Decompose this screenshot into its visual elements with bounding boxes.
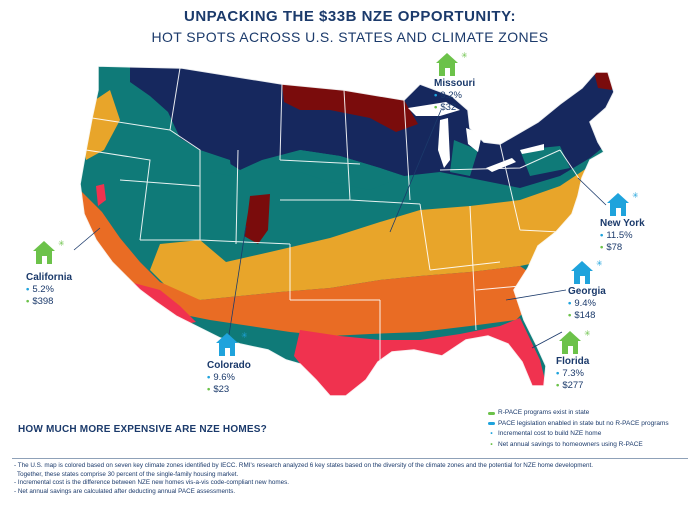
zone-hot-southwest [130,282,196,326]
zone-hot-california-coast [96,184,106,206]
great-lakes [408,102,544,172]
legend-item-incremental: • Incremental cost to build NZE home [488,429,669,440]
zone-cold-lakes [450,140,478,176]
house-icon-green: ✳ [33,239,64,264]
callout-new-york: New York • 11.5% • $78 [600,218,645,253]
green-dot-icon: • [490,440,493,448]
state-name: Colorado [207,360,251,371]
incremental-cost-value: 9.6% [213,372,235,383]
annual-savings-value: $78 [606,242,623,253]
zone-subarctic-north [282,84,418,132]
climate-zones [80,66,614,396]
zone-cold-northeast [520,146,570,176]
house-icon-blue: ✳ [571,259,602,284]
state-name: New York [600,218,645,229]
blue-dot-icon: • [490,430,493,437]
legend-label: Incremental cost to build NZE home [498,430,602,437]
callout-california: California • 5.2% • $398 [26,272,73,307]
zone-cold-plains [300,150,404,190]
legend-item-savings: • Net annual savings to homeowners using… [488,440,669,451]
annual-savings-value: $32 [440,102,457,113]
page-subtitle: HOT SPOTS ACROSS U.S. STATES AND CLIMATE… [151,29,549,45]
green-swatch-icon [488,411,495,415]
annual-savings-value: $398 [32,296,54,307]
footnote: Together, these states comprise 30 perce… [17,470,239,478]
leader-colorado [228,225,247,336]
incremental-cost-value: 9.2% [440,90,462,101]
zone-warm [80,190,540,336]
legend-label: R-PACE programs exist in state [498,409,590,416]
leader-new-york [577,177,607,206]
footnotes: - The U.S. map is colored based on seven… [14,462,686,496]
state-name: Georgia [568,286,606,297]
blue-swatch-icon [488,422,495,426]
incremental-cost-value: 11.5% [606,230,633,241]
zone-mixed [150,166,610,300]
divider [12,458,688,459]
lake-superior [408,102,460,116]
incremental-cost-value: 7.3% [562,368,584,379]
svg-text:✳: ✳ [461,51,467,60]
zone-subarctic-maine [594,72,612,90]
lake-huron [466,128,482,152]
zone-subarctic-colorado [244,194,270,244]
legend-label: Net annual savings to homeowners using R… [498,440,643,448]
svg-text:✳: ✳ [58,239,64,248]
annual-savings-value: $23 [213,384,230,395]
annual-savings-value: $148 [574,310,596,321]
callout-colorado: Colorado • 9.6% • $23 [207,360,251,395]
svg-text:✳: ✳ [632,191,638,200]
footnote: - Incremental cost is the difference bet… [14,479,289,487]
leader-florida [531,331,563,349]
svg-text:✳: ✳ [584,329,590,338]
lake-michigan [438,118,450,168]
incremental-cost-value: 9.4% [574,298,596,309]
legend: R-PACE programs exist in state PACE legi… [488,408,669,450]
legend-item-r-pace: R-PACE programs exist in state [488,408,669,419]
zone-cold-pocket [200,150,232,176]
house-icon-green: ✳ [436,51,467,76]
house-icon-green: ✳ [559,329,590,354]
page-title: UNPACKING THE $33B NZE OPPORTUNITY: [184,8,516,25]
footnote: - The U.S. map is colored based on seven… [14,462,593,469]
leader-georgia [505,289,567,301]
lake-ontario [520,144,544,154]
section-heading: HOW MUCH MORE EXPENSIVE ARE NZE HOMES? [18,424,267,435]
leader-lines [73,109,607,349]
svg-text:✳: ✳ [596,259,602,268]
lake-erie [486,158,516,172]
callout-florida: Florida • 7.3% • $277 [556,356,590,391]
callout-missouri: Missouri • 9.2% • $32 [434,78,476,113]
state-name: Florida [556,356,590,367]
state-borders [79,65,615,397]
state-name: Missouri [434,78,476,89]
house-icon-blue: ✳ [216,331,247,356]
house-icon-blue: ✳ [607,191,638,216]
annual-savings-value: $277 [562,380,584,391]
legend-label: PACE legislation enabled in state but no… [498,419,669,427]
footnote: - Net annual savings are calculated afte… [14,487,236,495]
svg-text:✳: ✳ [241,331,247,340]
leader-california [73,227,101,251]
state-name: California [26,272,73,283]
callout-georgia: Georgia • 9.4% • $148 [568,286,606,321]
incremental-cost-value: 5.2% [32,284,54,295]
leader-missouri [389,109,442,233]
legend-item-pace: PACE legislation enabled in state but no… [488,419,669,430]
